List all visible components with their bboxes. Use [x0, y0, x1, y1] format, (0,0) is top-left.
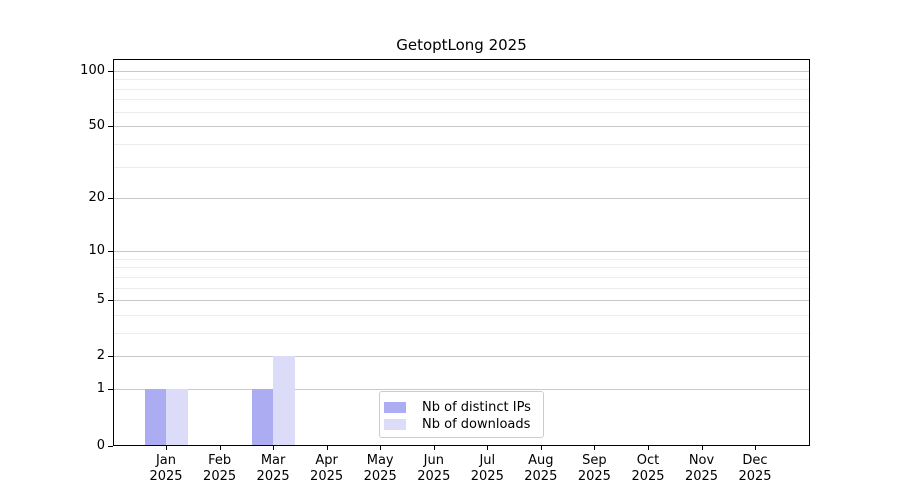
x-axis-tick: [755, 445, 756, 450]
bar-downloads: [166, 389, 188, 445]
month-label: Dec: [742, 453, 768, 468]
minor-gridline: [114, 287, 809, 289]
y-axis-tick: [108, 300, 113, 301]
major-gridline: [114, 198, 809, 200]
bar-distinct-ips: [251, 389, 274, 445]
x-axis-tick: [487, 445, 489, 450]
x-axis-tick: [540, 445, 542, 450]
minor-gridline: [114, 267, 809, 269]
legend-row-downloads: Nb of downloads: [380, 416, 543, 433]
y-axis-tick: [108, 446, 113, 447]
y-axis-tick-label: 50: [88, 118, 105, 134]
legend: Nb of distinct IPs Nb of downloads: [379, 391, 544, 438]
minor-gridline: [114, 88, 809, 90]
major-gridline: [114, 300, 809, 301]
x-axis-tick: [326, 445, 328, 450]
major-gridline: [114, 356, 809, 358]
y-axis-tick-label: 10: [88, 242, 105, 258]
downloads-swatch-icon: [384, 419, 406, 430]
y-axis-tick: [108, 389, 113, 390]
x-axis-tick: [701, 445, 703, 450]
y-axis-tick: [108, 126, 113, 127]
minor-gridline: [114, 332, 809, 334]
bar-downloads: [273, 356, 295, 445]
x-axis-tick: [166, 445, 167, 450]
x-axis-tick: [433, 445, 435, 450]
x-axis-tick-label: Dec 2025: [724, 453, 786, 485]
legend-label-downloads: Nb of downloads: [422, 416, 531, 432]
y-axis-tick-label: 0: [96, 437, 105, 453]
minor-gridline: [114, 111, 809, 113]
distinct-ips-swatch-icon: [384, 402, 406, 413]
y-axis-tick-label: 100: [80, 62, 105, 78]
minor-gridline: [114, 166, 809, 168]
minor-gridline: [114, 314, 809, 316]
minor-gridline: [114, 143, 809, 145]
legend-label-distinct-ips: Nb of distinct IPs: [422, 399, 531, 415]
y-axis-tick: [108, 356, 113, 357]
major-gridline: [114, 70, 809, 72]
x-axis-tick: [594, 445, 596, 450]
minor-gridline: [114, 258, 809, 260]
bar-distinct-ips: [144, 389, 166, 445]
plot-area: [113, 59, 810, 446]
major-gridline: [114, 250, 809, 252]
x-axis-tick: [219, 445, 221, 450]
y-axis-tick: [108, 198, 113, 199]
major-gridline: [114, 389, 809, 391]
chart-title: GetoptLong 2025: [396, 36, 527, 54]
major-gridline: [114, 126, 809, 128]
year-label: 2025: [738, 469, 772, 484]
legend-row-distinct-ips: Nb of distinct IPs: [380, 399, 543, 416]
x-axis-tick: [273, 445, 275, 450]
y-axis-tick-label: 1: [96, 381, 105, 397]
y-axis-tick-label: 20: [88, 190, 105, 206]
y-axis-tick-label: 5: [96, 292, 105, 307]
minor-gridline: [114, 79, 809, 81]
minor-gridline: [114, 276, 809, 278]
y-axis-tick-label: 2: [96, 348, 105, 364]
x-axis-tick: [380, 445, 382, 450]
y-axis-tick: [108, 71, 113, 72]
minor-gridline: [114, 99, 809, 101]
x-axis-tick: [648, 445, 649, 450]
y-axis-tick: [108, 251, 113, 252]
